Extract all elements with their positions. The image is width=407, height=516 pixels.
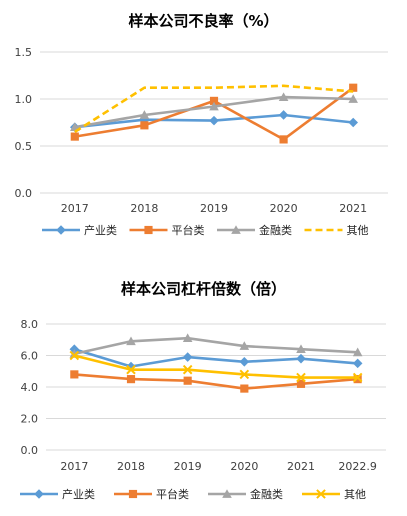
legend-label: 金融类 xyxy=(250,487,283,501)
y-tick-label: 1.5 xyxy=(15,46,33,59)
x-tick-label: 2021 xyxy=(339,202,367,215)
legend-label: 平台类 xyxy=(156,487,189,501)
series-line xyxy=(74,86,354,141)
series-产业类 xyxy=(69,344,363,372)
data-point xyxy=(348,94,358,103)
data-point xyxy=(279,135,288,144)
data-point xyxy=(209,115,219,126)
data-point xyxy=(349,83,358,92)
x-tick-label: 2019 xyxy=(200,202,228,215)
data-point xyxy=(126,375,136,384)
x-tick-label: 2019 xyxy=(174,460,202,473)
data-point xyxy=(70,370,79,379)
data-point xyxy=(353,375,362,384)
npl-ratio-chart: 样本公司不良率（%） 0.0 0.5 1.0 1.5 2017 2018 2019 2020 20… xyxy=(15,12,388,237)
data-point xyxy=(182,333,193,343)
x-tick-label: 2022.9 xyxy=(338,460,377,473)
x-tick-label: 2021 xyxy=(287,460,315,473)
legend-item: 金融类 xyxy=(217,223,292,237)
data-point xyxy=(126,364,136,375)
y-tick-label: 8.0 xyxy=(21,318,39,331)
data-point xyxy=(70,132,79,141)
series-line xyxy=(74,336,358,356)
series-line xyxy=(73,347,358,368)
series-其他 xyxy=(69,350,363,383)
chart-title: 样本公司不良率（%） xyxy=(128,12,278,30)
legend: 产业类 平台类 金融类 其他 xyxy=(20,487,366,501)
data-point xyxy=(209,101,219,111)
legend-marker xyxy=(231,225,241,234)
legend-item: 平台类 xyxy=(114,487,189,501)
data-point xyxy=(239,341,250,350)
x-tick-label: 2020 xyxy=(230,460,258,473)
x-tick-label: 2018 xyxy=(130,202,158,215)
x-tick-label: 2017 xyxy=(61,202,89,215)
data-point xyxy=(296,353,306,364)
data-point xyxy=(239,369,250,380)
series-line xyxy=(73,354,358,379)
y-tick-label: 6.0 xyxy=(21,350,39,363)
series-平台类 xyxy=(70,83,358,144)
series-line xyxy=(74,373,358,390)
series-line xyxy=(74,84,354,133)
legend-label: 其他 xyxy=(347,224,369,237)
y-tick-label: 4.0 xyxy=(21,381,39,394)
y-tick-label: 1.0 xyxy=(15,93,33,106)
legend-item: 金融类 xyxy=(208,487,283,501)
legend-label: 其他 xyxy=(344,488,366,501)
y-tick-label: 0.0 xyxy=(15,187,33,200)
legend-marker xyxy=(34,489,44,499)
data-point xyxy=(126,361,136,372)
data-point xyxy=(209,96,219,105)
data-point xyxy=(183,376,192,385)
data-point xyxy=(69,350,80,361)
y-tick-label: 0.5 xyxy=(15,140,33,153)
data-point xyxy=(240,384,249,393)
legend: 产业类 平台类 金融类 其他 xyxy=(42,223,369,237)
legend-item: 其他 xyxy=(304,224,369,237)
data-point xyxy=(352,358,363,369)
data-point xyxy=(182,364,193,375)
chart-title: 样本公司杠杆倍数（倍） xyxy=(121,280,286,298)
legend-item: 平台类 xyxy=(129,223,205,237)
series-其他 xyxy=(74,84,354,133)
data-point xyxy=(352,347,363,357)
data-point xyxy=(352,372,363,383)
leverage-ratio-chart: 样本公司杠杆倍数（倍） 0.0 2.0 4.0 6.0 8.0 2017 2018 2019 20… xyxy=(20,280,386,501)
legend-label: 产业类 xyxy=(62,487,95,501)
series-平台类 xyxy=(70,370,362,393)
x-tick-label: 2018 xyxy=(117,460,145,473)
x-tick-label: 2020 xyxy=(270,202,298,215)
data-point xyxy=(140,121,149,130)
legend-label: 金融类 xyxy=(259,223,292,237)
legend-label: 产业类 xyxy=(84,223,117,237)
data-point xyxy=(296,379,306,388)
data-point xyxy=(296,344,306,354)
legend-marker xyxy=(144,225,153,235)
data-point xyxy=(182,352,193,362)
data-point xyxy=(239,357,250,367)
x-tick-label: 2017 xyxy=(60,460,88,473)
legend-marker xyxy=(316,489,326,499)
data-point xyxy=(278,92,289,101)
legend-label: 平台类 xyxy=(172,223,205,237)
data-point xyxy=(126,336,136,346)
data-point xyxy=(278,110,289,120)
legend-marker xyxy=(56,225,66,235)
legend-item: 其他 xyxy=(302,488,366,501)
data-point xyxy=(296,372,306,383)
series-金融类 xyxy=(69,333,363,358)
legend-marker xyxy=(128,489,138,499)
data-point xyxy=(139,110,150,119)
data-point xyxy=(348,117,358,128)
legend-marker xyxy=(222,489,232,498)
legend-item: 产业类 xyxy=(20,487,95,501)
legend-item: 产业类 xyxy=(42,223,117,237)
y-tick-label: 0.0 xyxy=(21,444,39,457)
y-tick-label: 2.0 xyxy=(21,413,39,426)
